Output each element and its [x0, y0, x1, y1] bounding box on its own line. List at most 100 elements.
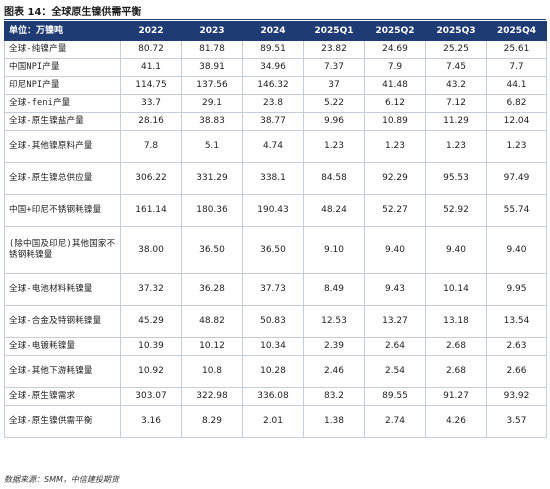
- table-cell: 4.74: [242, 130, 304, 163]
- header-col-2025q2: 2025Q2: [364, 21, 426, 41]
- table-cell: 33.7: [120, 94, 182, 113]
- table-cell: 80.72: [120, 40, 182, 59]
- table-cell: 97.49: [486, 162, 547, 195]
- row-label: 全球-电池材料耗镍量: [4, 273, 121, 306]
- table-row: 全球-其他镍原料产量 7.8 5.1 4.74 1.23 1.23 1.23 1.23: [4, 130, 547, 163]
- row-label: 全球-合金及特钢耗镍量: [4, 305, 121, 338]
- header-col-2024: 2024: [242, 21, 304, 41]
- table-cell: 9.40: [486, 226, 547, 274]
- table-cell: 44.1: [486, 76, 547, 95]
- table-cell: 7.37: [303, 58, 365, 77]
- table-cell: 9.40: [425, 226, 487, 274]
- row-label: 全球-其他镍原料产量: [4, 130, 121, 163]
- table-cell: 336.08: [242, 387, 304, 406]
- table-cell: 7.8: [120, 130, 182, 163]
- table-row: 全球-其他下游耗镍量 10.92 10.8 10.28 2.46 2.54 2.68 2.66: [4, 355, 547, 388]
- table-row: 全球-纯镍产量 80.72 81.78 89.51 23.82 24.69 25.25 25.…: [4, 40, 547, 59]
- table-cell: 9.43: [364, 273, 426, 306]
- table-cell: 3.16: [120, 405, 182, 438]
- table-cell: 24.69: [364, 40, 426, 59]
- table-cell: 55.74: [486, 194, 547, 227]
- header-col-2025q3: 2025Q3: [425, 21, 487, 41]
- row-label: 全球-原生镍盐产量: [4, 112, 121, 131]
- row-label: (除中国及印尼)其他国家不锈钢耗镍量: [4, 226, 121, 274]
- table-cell: 1.23: [303, 130, 365, 163]
- table-cell: 12.04: [486, 112, 547, 131]
- table-cell: 36.50: [181, 226, 243, 274]
- header-col-2022: 2022: [120, 21, 182, 41]
- table-cell: 89.51: [242, 40, 304, 59]
- row-label: 全球-纯镍产量: [4, 40, 121, 59]
- table-row: 全球-原生镍盐产量 28.16 38.83 38.77 9.96 10.89 11.29 12…: [4, 112, 547, 131]
- table-row: 印尼NPI产量 114.75 137.56 146.32 37 41.48 43.2 44.1: [4, 76, 547, 95]
- table-cell: 13.54: [486, 305, 547, 338]
- table-cell: 9.10: [303, 226, 365, 274]
- table-cell: 7.12: [425, 94, 487, 113]
- table-cell: 36.28: [181, 273, 243, 306]
- table-cell: 83.2: [303, 387, 365, 406]
- table-cell: 12.53: [303, 305, 365, 338]
- table-cell: 38.91: [181, 58, 243, 77]
- row-label: 全球-原生镍供需平衡: [4, 405, 121, 438]
- header-unit: 单位：万镍吨: [4, 21, 121, 41]
- table-cell: 137.56: [181, 76, 243, 95]
- table-row: 全球-电池材料耗镍量 37.32 36.28 37.73 8.49 9.43 10.14 9.…: [4, 273, 547, 306]
- supply-demand-table: 单位：万镍吨 2022 2023 2024 2025Q1 2025Q2 2025…: [4, 21, 547, 438]
- table-cell: 92.29: [364, 162, 426, 195]
- header-row: 单位：万镍吨 2022 2023 2024 2025Q1 2025Q2 2025…: [4, 21, 547, 41]
- table-cell: 2.68: [425, 355, 487, 388]
- row-label: 中国+印尼不锈钢耗镍量: [4, 194, 121, 227]
- table-cell: 161.14: [120, 194, 182, 227]
- table-cell: 48.82: [181, 305, 243, 338]
- table-cell: 10.8: [181, 355, 243, 388]
- table-cell: 52.92: [425, 194, 487, 227]
- table-row: (除中国及印尼)其他国家不锈钢耗镍量 38.00 36.50 36.50 9.10 9.4…: [4, 226, 547, 274]
- table-cell: 1.38: [303, 405, 365, 438]
- table-cell: 9.40: [364, 226, 426, 274]
- table-cell: 146.32: [242, 76, 304, 95]
- table-cell: 331.29: [181, 162, 243, 195]
- table-cell: 338.1: [242, 162, 304, 195]
- table-cell: 6.12: [364, 94, 426, 113]
- table-cell: 38.00: [120, 226, 182, 274]
- table-row: 中国+印尼不锈钢耗镍量 161.14 180.36 190.43 48.24 52.27 5…: [4, 194, 547, 227]
- table-cell: 34.96: [242, 58, 304, 77]
- table-cell: 43.2: [425, 76, 487, 95]
- table-row: 中国NPI产量 41.1 38.91 34.96 7.37 7.9 7.45 7.7: [4, 58, 547, 77]
- table-cell: 91.27: [425, 387, 487, 406]
- table-cell: 93.92: [486, 387, 547, 406]
- table-cell: 13.27: [364, 305, 426, 338]
- table-cell: 89.55: [364, 387, 426, 406]
- table-cell: 41.1: [120, 58, 182, 77]
- table-cell: 23.82: [303, 40, 365, 59]
- table-cell: 2.74: [364, 405, 426, 438]
- table-cell: 190.43: [242, 194, 304, 227]
- row-label: 印尼NPI产量: [4, 76, 121, 95]
- table-cell: 322.98: [181, 387, 243, 406]
- table-cell: 95.53: [425, 162, 487, 195]
- table-cell: 84.58: [303, 162, 365, 195]
- table-cell: 10.28: [242, 355, 304, 388]
- table-cell: 303.07: [120, 387, 182, 406]
- table-cell: 38.83: [181, 112, 243, 131]
- table-row: 全球-电镀耗镍量 10.39 10.12 10.34 2.39 2.64 2.68 2.63: [4, 337, 547, 356]
- table-cell: 5.22: [303, 94, 365, 113]
- table-cell: 2.54: [364, 355, 426, 388]
- table-cell: 9.95: [486, 273, 547, 306]
- table-cell: 81.78: [181, 40, 243, 59]
- header-col-2025q4: 2025Q4: [486, 21, 547, 41]
- row-label: 全球-其他下游耗镍量: [4, 355, 121, 388]
- table-cell: 10.89: [364, 112, 426, 131]
- table-cell: 37.73: [242, 273, 304, 306]
- table-cell: 8.49: [303, 273, 365, 306]
- table-cell: 11.29: [425, 112, 487, 131]
- table-cell: 41.48: [364, 76, 426, 95]
- table-cell: 7.45: [425, 58, 487, 77]
- table-row: 全球-原生镍需求 303.07 322.98 336.08 83.2 89.55 91.27…: [4, 387, 547, 406]
- row-label: 全球-原生镍总供应量: [4, 162, 121, 195]
- header-col-2025q1: 2025Q1: [303, 21, 365, 41]
- table-cell: 2.39: [303, 337, 365, 356]
- table-cell: 180.36: [181, 194, 243, 227]
- title-rule: [4, 19, 546, 20]
- row-label: 全球-原生镍需求: [4, 387, 121, 406]
